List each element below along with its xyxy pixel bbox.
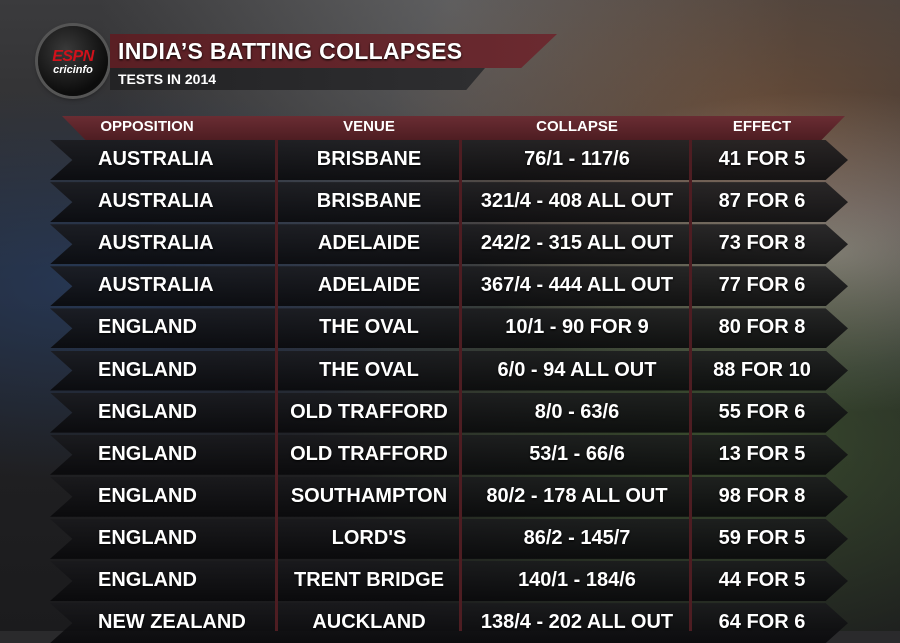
cell-effect: 87 FOR 6	[718, 190, 806, 213]
table-row: AUSTRALIA ADELAIDE 367/4 - 444 ALL OUT 77 F…	[50, 266, 848, 307]
cell-opposition: AUSTRALIA	[98, 190, 214, 213]
cell-collapse: 76/1 - 117/6	[524, 148, 630, 170]
cell-collapse: 138/4 - 202 ALL OUT	[480, 611, 674, 634]
cell-venue: LORD'S	[331, 526, 407, 549]
cell-opposition: AUSTRALIA	[98, 232, 214, 255]
logo-brand-text: ESPN	[52, 48, 94, 65]
cell-effect: 73 FOR 8	[718, 232, 806, 255]
logo-sub-text: cricinfo	[53, 64, 93, 76]
cell-effect: 55 FOR 6	[718, 400, 806, 423]
espncricinfo-logo: ESPN cricinfo	[38, 26, 108, 96]
cell-collapse: 86/2 - 145/7	[523, 526, 631, 549]
table-row: AUSTRALIA BRISBANE 76/1 - 117/6 41 FOR 5	[50, 140, 848, 180]
cell-opposition: ENGLAND	[98, 569, 197, 591]
table-row: ENGLAND SOUTHAMPTON 80/2 - 178 ALL OUT 98 F…	[50, 476, 848, 517]
cell-venue: THE OVAL	[319, 358, 419, 381]
cell-effect: 59 FOR 5	[718, 526, 806, 549]
cell-opposition: ENGLAND	[98, 442, 197, 465]
cell-opposition: AUSTRALIA	[98, 274, 214, 297]
cell-collapse: 80/2 - 178 ALL OUT	[486, 484, 668, 507]
cell-opposition: ENGLAND	[98, 484, 197, 507]
cell-opposition: ENGLAND	[98, 526, 197, 549]
cell-opposition: ENGLAND	[98, 316, 197, 339]
row-band	[50, 392, 848, 433]
column-divider	[689, 140, 692, 631]
cell-collapse: 6/0 - 94 ALL OUT	[497, 358, 657, 381]
column-header-opposition: OPPOSITION	[100, 118, 194, 135]
cell-venue: ADELAIDE	[317, 232, 421, 255]
row-band	[50, 266, 848, 307]
cell-effect: 41 FOR 5	[718, 148, 806, 170]
row-band	[50, 434, 848, 475]
cell-collapse: 8/0 - 63/6	[534, 400, 620, 423]
cell-effect: 64 FOR 6	[718, 611, 806, 634]
cell-collapse: 10/1 - 90 FOR 9	[505, 316, 649, 339]
cell-effect: 80 FOR 8	[718, 316, 806, 339]
table-row: ENGLAND THE OVAL 6/0 - 94 ALL OUT 88 FOR 10	[50, 350, 848, 391]
column-divider	[459, 140, 462, 631]
cell-effect: 98 FOR 8	[718, 484, 806, 507]
cell-venue: TRENT BRIDGE	[294, 569, 444, 591]
row-band	[50, 308, 848, 349]
cell-effect: 44 FOR 5	[718, 569, 806, 591]
table-row: NEW ZEALAND AUCKLAND 138/4 - 202 ALL OUT 64…	[50, 603, 848, 643]
table-row: ENGLAND LORD'S 86/2 - 145/7 59 FOR 5	[50, 518, 848, 559]
cell-effect: 13 FOR 5	[718, 442, 806, 465]
table-row: ENGLAND TRENT BRIDGE 140/1 - 184/6 44 FOR 5	[50, 561, 848, 601]
table-row: AUSTRALIA BRISBANE 321/4 - 408 ALL OUT 87 F…	[50, 182, 848, 223]
page-title: INDIA’S BATTING COLLAPSES	[118, 38, 463, 64]
row-band	[50, 561, 848, 601]
column-header-collapse: COLLAPSE	[536, 118, 618, 135]
subtitle-banner	[110, 68, 485, 90]
page-subtitle: TESTS IN 2014	[118, 71, 217, 87]
cell-venue: SOUTHAMPTON	[290, 484, 448, 507]
cell-opposition: ENGLAND	[98, 358, 197, 381]
cell-opposition: NEW ZEALAND	[98, 611, 246, 634]
cell-collapse: 321/4 - 408 ALL OUT	[480, 190, 674, 213]
column-header-venue: VENUE	[343, 118, 395, 135]
row-band	[50, 182, 848, 223]
row-band	[50, 224, 848, 265]
cell-venue: BRISBANE	[316, 190, 422, 213]
cell-venue: AUCKLAND	[312, 611, 426, 634]
table-row: ENGLAND OLD TRAFFORD 8/0 - 63/6 55 FOR 6	[50, 392, 848, 433]
table-header-band	[62, 116, 845, 140]
row-band	[50, 350, 848, 391]
column-divider	[275, 140, 278, 631]
cell-venue: BRISBANE	[316, 148, 422, 170]
cell-opposition: AUSTRALIA	[98, 148, 214, 170]
cell-opposition: ENGLAND	[98, 400, 197, 423]
cell-collapse: 367/4 - 444 ALL OUT	[480, 274, 674, 297]
cell-effect: 88 FOR 10	[713, 358, 811, 381]
table-row: ENGLAND OLD TRAFFORD 53/1 - 66/6 13 FOR 5	[50, 434, 848, 475]
row-band	[50, 518, 848, 559]
cell-venue: OLD TRAFFORD	[290, 400, 448, 423]
cell-venue: OLD TRAFFORD	[290, 442, 448, 465]
cell-effect: 77 FOR 6	[718, 274, 806, 297]
table-row: ENGLAND THE OVAL 10/1 - 90 FOR 9 80 FOR 8	[50, 308, 848, 349]
row-band	[50, 476, 848, 517]
cell-venue: ADELAIDE	[317, 274, 421, 297]
title-banner	[110, 34, 557, 68]
row-band	[50, 140, 848, 180]
cell-collapse: 242/2 - 315 ALL OUT	[480, 232, 674, 255]
table-row: AUSTRALIA ADELAIDE 242/2 - 315 ALL OUT 73 F…	[50, 224, 848, 265]
cell-collapse: 53/1 - 66/6	[529, 442, 625, 465]
column-header-effect: EFFECT	[732, 118, 792, 135]
cell-venue: THE OVAL	[319, 316, 419, 339]
cell-collapse: 140/1 - 184/6	[518, 569, 636, 591]
